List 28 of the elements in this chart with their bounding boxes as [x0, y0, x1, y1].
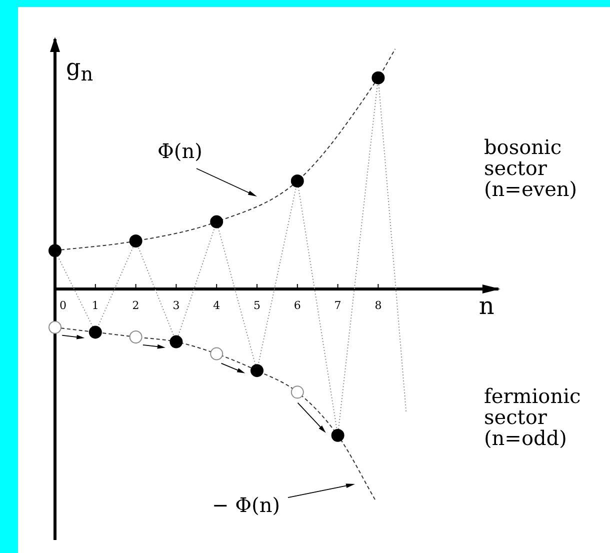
point: [250, 364, 264, 378]
x-tick-label: 6: [294, 298, 301, 312]
y-axis-title: g$_{n}$: [66, 55, 94, 88]
point: [170, 335, 183, 348]
point: [290, 386, 304, 399]
x-tick-label: 1: [92, 298, 99, 312]
x-tick-label: 0: [60, 298, 66, 312]
x-tick-label: 5: [254, 298, 260, 312]
point: [48, 244, 62, 258]
point: [48, 320, 62, 334]
x-tick-label: 8: [374, 298, 382, 312]
x-tick-label: 2: [132, 298, 140, 312]
point: [88, 326, 102, 339]
annotation: Φ(n): [158, 138, 202, 162]
point: [331, 428, 344, 442]
point: [210, 215, 224, 228]
point: [129, 330, 142, 344]
point: [210, 347, 224, 360]
annotation: − Φ(n): [212, 493, 280, 517]
point: [290, 174, 304, 188]
x-tick-label: 3: [172, 298, 180, 312]
annotation: fermionic sector (n=odd): [484, 384, 581, 450]
annotation: bosonic sector (n=even): [484, 135, 578, 201]
x-tick-label: 4: [213, 298, 220, 312]
x-axis-title: n: [478, 292, 494, 320]
point: [129, 234, 142, 248]
x-tick-label: 7: [334, 298, 342, 312]
point: [372, 71, 385, 84]
